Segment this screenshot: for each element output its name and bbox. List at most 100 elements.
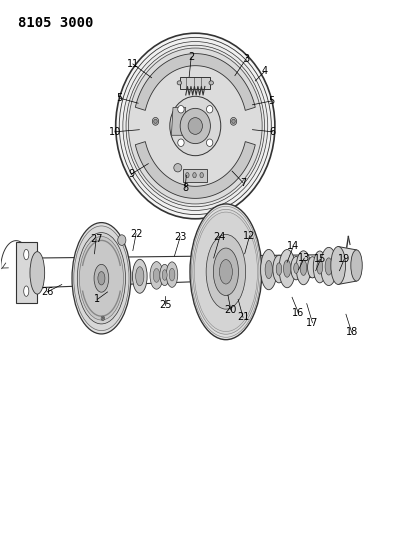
Ellipse shape [200,173,203,178]
Ellipse shape [174,164,182,172]
Ellipse shape [261,249,277,290]
Text: 27: 27 [90,234,102,244]
Text: 17: 17 [306,318,319,328]
Polygon shape [135,54,255,110]
Ellipse shape [178,139,184,147]
Ellipse shape [94,264,109,292]
Ellipse shape [30,252,45,294]
Ellipse shape [72,223,131,334]
Ellipse shape [276,263,282,275]
Ellipse shape [162,270,167,280]
Ellipse shape [126,45,265,207]
Text: 19: 19 [338,254,351,264]
Ellipse shape [213,248,238,296]
Ellipse shape [177,81,182,85]
Ellipse shape [265,261,272,279]
Text: 7: 7 [240,177,246,188]
Ellipse shape [193,209,259,334]
Text: 12: 12 [243,231,256,241]
Text: 11: 11 [127,59,139,69]
Ellipse shape [296,251,311,285]
Ellipse shape [206,139,213,147]
Ellipse shape [313,251,326,283]
Text: 4: 4 [262,67,268,76]
Ellipse shape [206,106,213,113]
Ellipse shape [24,249,29,260]
Ellipse shape [123,42,268,211]
Ellipse shape [170,96,221,156]
Ellipse shape [118,235,126,245]
Text: 22: 22 [130,229,142,239]
Ellipse shape [119,37,271,215]
Ellipse shape [166,262,178,287]
Text: 10: 10 [109,127,121,137]
Ellipse shape [153,269,160,282]
Ellipse shape [325,258,332,275]
Ellipse shape [284,260,291,277]
Ellipse shape [178,106,184,113]
Ellipse shape [102,317,104,319]
Ellipse shape [79,237,123,320]
Ellipse shape [98,272,105,285]
Text: 24: 24 [214,232,226,242]
Polygon shape [338,247,356,285]
Ellipse shape [317,260,323,274]
Text: 1: 1 [94,294,100,304]
Ellipse shape [230,117,237,125]
Ellipse shape [194,212,258,332]
Ellipse shape [331,247,346,285]
Text: 5: 5 [268,96,274,106]
Polygon shape [171,108,186,135]
Ellipse shape [24,286,29,296]
Ellipse shape [169,268,175,281]
Ellipse shape [101,316,105,320]
Text: 14: 14 [287,241,299,252]
Text: 5: 5 [116,93,122,103]
Text: 6: 6 [270,127,276,137]
Bar [183,168,207,182]
Text: 9: 9 [128,169,134,179]
Text: 21: 21 [237,312,249,322]
Ellipse shape [294,263,298,273]
Ellipse shape [291,256,301,280]
Ellipse shape [128,48,262,204]
Ellipse shape [186,173,189,178]
Ellipse shape [152,117,159,125]
Ellipse shape [77,232,125,324]
Text: 18: 18 [346,327,358,337]
Text: 13: 13 [298,253,310,263]
Ellipse shape [232,119,235,124]
Ellipse shape [219,260,232,284]
Ellipse shape [321,247,337,286]
Text: 26: 26 [41,287,53,297]
Polygon shape [135,142,255,198]
Text: 2: 2 [188,52,194,62]
Ellipse shape [160,264,170,286]
Ellipse shape [136,266,144,286]
Ellipse shape [150,262,163,289]
Ellipse shape [180,108,210,143]
Text: 16: 16 [293,308,305,318]
Ellipse shape [273,255,285,283]
Text: 3: 3 [243,54,249,63]
Text: 8105 3000: 8105 3000 [18,16,93,30]
Ellipse shape [193,173,196,178]
Text: 20: 20 [225,305,237,315]
Ellipse shape [188,118,203,134]
Ellipse shape [300,260,307,276]
Ellipse shape [279,249,296,288]
Ellipse shape [206,235,246,309]
Ellipse shape [351,250,362,281]
Text: 8: 8 [182,183,188,193]
Ellipse shape [191,206,261,337]
Ellipse shape [154,119,157,124]
Text: 23: 23 [174,232,186,242]
Ellipse shape [132,260,147,293]
Ellipse shape [209,81,213,85]
Bar [16,243,37,303]
Ellipse shape [190,204,262,340]
Text: 25: 25 [159,300,172,310]
Ellipse shape [115,33,275,219]
Bar [180,77,210,89]
Ellipse shape [307,257,317,278]
